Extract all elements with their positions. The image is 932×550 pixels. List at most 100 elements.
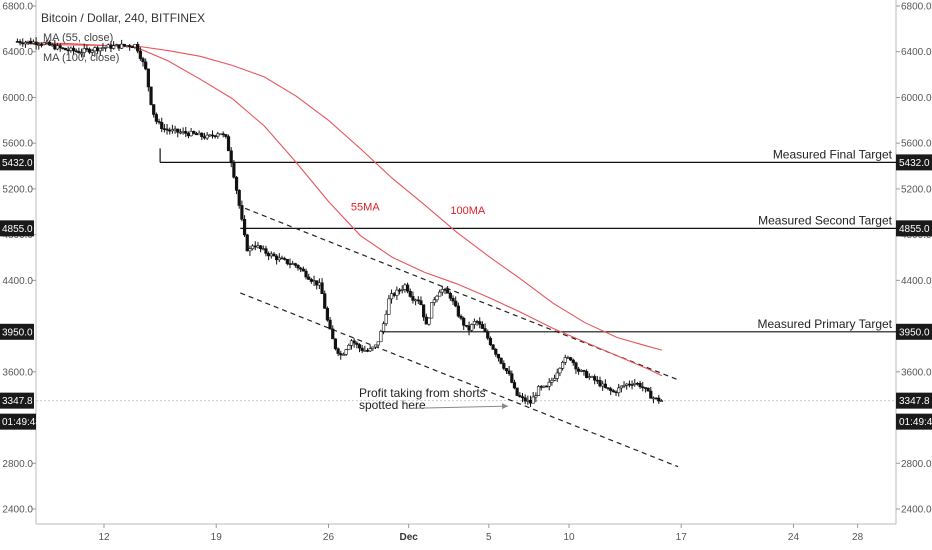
candle-body: [419, 300, 423, 306]
candle-body: [104, 46, 108, 49]
candle-body: [63, 48, 68, 51]
candle-body: [184, 131, 188, 134]
price-badge-right-label: 3950.0: [899, 327, 930, 338]
annotation-arrow-line[interactable]: [408, 405, 509, 409]
candle-body: [368, 348, 372, 352]
ma-label: 55MA: [351, 202, 380, 214]
candle-body: [95, 47, 100, 52]
candle-body: [234, 176, 239, 191]
candle-body: [296, 265, 300, 269]
candle-body: [566, 357, 570, 359]
chart-title: Bitcoin / Dollar, 240, BITFINEX: [41, 11, 205, 25]
candle-body: [248, 248, 252, 252]
candle-body: [443, 289, 447, 291]
target-lines[interactable]: Measured Final Target Measured Second Tar…: [159, 147, 896, 333]
candle-body: [55, 45, 60, 50]
candle-body: [71, 47, 76, 52]
candle-body: [617, 387, 621, 394]
candle-body: [582, 370, 586, 372]
candle-body: [333, 338, 338, 350]
candle-body: [216, 133, 220, 137]
grid-lines: [35, 0, 897, 525]
trend-line[interactable]: [240, 292, 679, 468]
legend-ma55: MA (55, close): [43, 32, 113, 44]
moving-averages[interactable]: [23, 42, 663, 377]
candle-body: [31, 41, 36, 44]
candle-body: [283, 258, 287, 260]
candle-body: [630, 384, 634, 386]
candle-body: [149, 86, 153, 105]
candle-body: [475, 321, 479, 323]
candle-body: [467, 325, 471, 331]
chart-header: Bitcoin / Dollar, 240, BITFINEX MA (55, …: [41, 11, 205, 64]
candle-body: [117, 44, 121, 49]
legend-ma100: MA (100, close): [43, 52, 119, 64]
candle-body: [301, 268, 305, 272]
candle-body: [614, 391, 618, 394]
candle-body: [66, 49, 70, 52]
candle-body: [585, 371, 589, 378]
candle-body: [232, 162, 236, 178]
price-badge-left-label: 3347.8: [2, 396, 33, 407]
candle-body: [550, 380, 554, 383]
candle-body: [598, 380, 602, 387]
target-label: Measured Final Target: [773, 147, 893, 161]
candle-body: [577, 368, 581, 372]
candle-body: [213, 135, 217, 138]
candle-body: [480, 324, 485, 329]
candle-body: [470, 324, 474, 331]
candle-body: [638, 383, 642, 388]
candle-body: [512, 382, 517, 389]
candle-body: [411, 296, 415, 301]
candle-body: [93, 47, 97, 52]
candle-body: [29, 40, 33, 44]
candle-body: [168, 129, 172, 132]
x-tick-label: 5: [486, 532, 492, 543]
candle-body: [355, 342, 359, 345]
candle-body: [352, 340, 356, 344]
candle-body: [98, 47, 102, 52]
y-tick-label-right: 4400.0: [901, 276, 932, 287]
candle-body: [61, 47, 65, 50]
candle-body: [309, 279, 313, 282]
candle-body: [90, 50, 94, 53]
candle-body: [422, 304, 426, 318]
candle-body: [170, 129, 175, 132]
candle-body: [515, 387, 519, 396]
annotation-arrow-head: [502, 403, 509, 410]
candle-body: [376, 341, 380, 346]
candle-body: [85, 48, 89, 50]
candle-body: [208, 134, 212, 137]
candle-body: [552, 378, 557, 381]
candle-body: [192, 131, 196, 134]
y-tick-label-left: 2800.0: [2, 459, 33, 470]
candle-body: [379, 331, 383, 343]
price-badge-right-label: 3347.8: [899, 396, 930, 407]
candle-body: [120, 43, 124, 49]
candle-body: [58, 45, 62, 49]
candle-body: [456, 305, 460, 317]
price-badge-left: [0, 323, 34, 340]
candle-body: [122, 43, 126, 47]
candle-body: [176, 128, 180, 133]
candle-body: [312, 280, 316, 282]
candle-body: [448, 292, 452, 299]
candle-body: [112, 45, 116, 49]
candle-body: [558, 367, 562, 374]
candle-body: [47, 41, 52, 46]
candle-body: [587, 376, 591, 378]
candle-body: [555, 372, 559, 379]
candle-body: [336, 348, 340, 354]
candle-body: [128, 45, 132, 48]
candle-body: [15, 41, 20, 43]
ma100-line[interactable]: [23, 43, 663, 351]
candle-body: [611, 390, 615, 393]
candle-body: [363, 350, 367, 352]
ma55-line[interactable]: [23, 42, 663, 377]
candle-body: [53, 44, 57, 50]
candle-body: [240, 205, 244, 220]
candle-body: [534, 395, 538, 398]
ma-labels: 55MA 100MA: [351, 202, 486, 217]
